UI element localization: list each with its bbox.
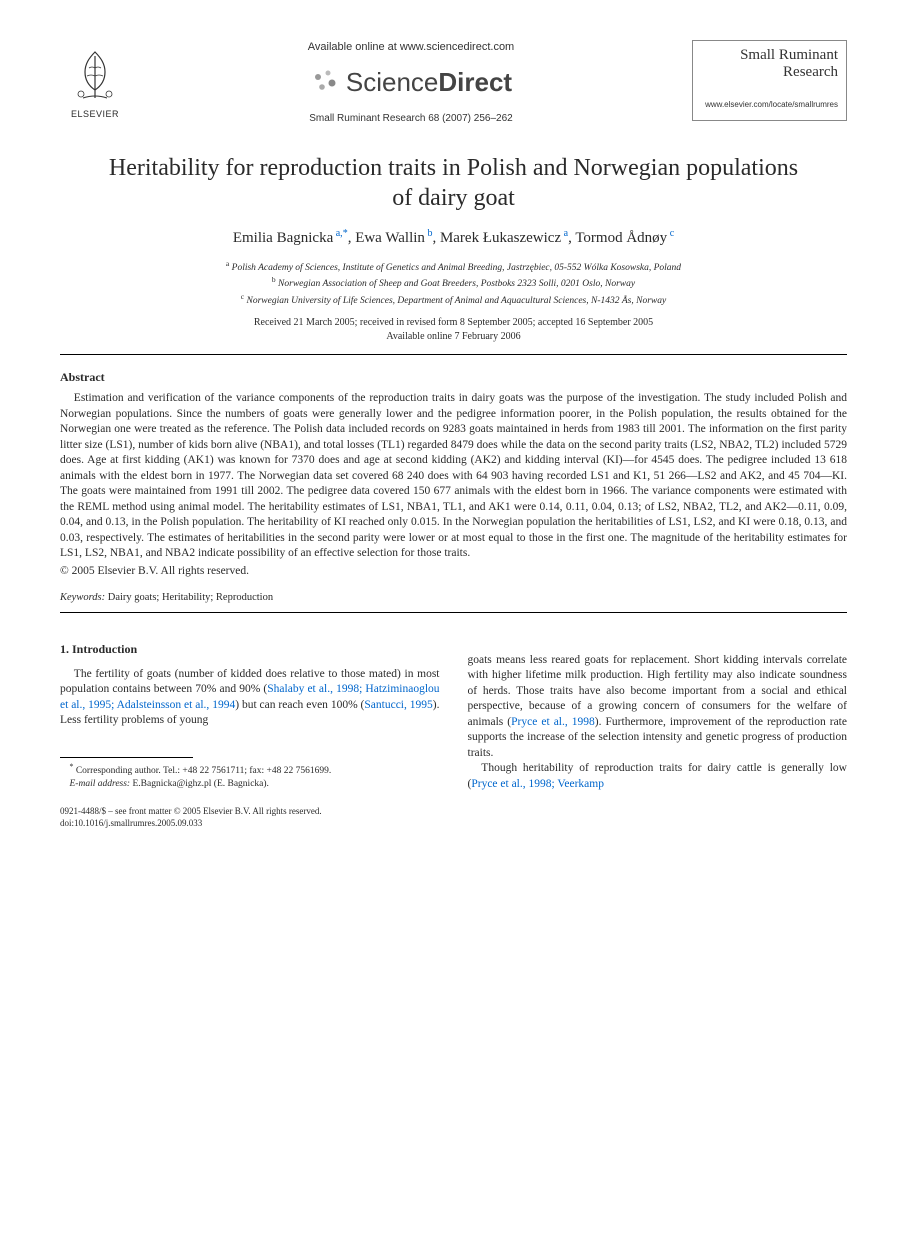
affiliation-b: b Norwegian Association of Sheep and Goa… <box>60 275 847 291</box>
header-center: Available online at www.sciencedirect.co… <box>130 40 692 125</box>
doi-line: doi:10.1016/j.smallrumres.2005.09.033 <box>60 817 440 829</box>
sd-swirl-icon <box>310 67 340 97</box>
author-2: Ewa Wallin b <box>355 230 432 246</box>
abstract-heading: Abstract <box>60 369 847 385</box>
article-dates: Received 21 March 2005; received in revi… <box>60 316 847 344</box>
affiliations: a Polish Academy of Sciences, Institute … <box>60 259 847 308</box>
affiliation-a: a Polish Academy of Sciences, Institute … <box>60 259 847 275</box>
author-1: Emilia Bagnicka a,* <box>233 230 348 246</box>
article-title: Heritability for reproduction traits in … <box>100 153 807 213</box>
sd-logo-text: ScienceDirect <box>346 65 512 100</box>
journal-box: Small Ruminant Research www.elsevier.com… <box>692 40 847 121</box>
email-line: E-mail address: E.Bagnicka@ighz.pl (E. B… <box>60 778 440 791</box>
footnotes: * Corresponding author. Tel.: +48 22 756… <box>60 762 440 791</box>
publisher-logo: ELSEVIER <box>60 40 130 120</box>
intro-para-1-cont: goats means less reared goats for replac… <box>468 653 848 762</box>
left-column: 1. Introduction The fertility of goats (… <box>60 619 440 829</box>
affiliation-c: c Norwegian University of Life Sciences,… <box>60 292 847 308</box>
sciencedirect-logo: ScienceDirect <box>150 65 672 100</box>
journal-url: www.elsevier.com/locate/smallrumres <box>701 100 838 111</box>
ref-link-4[interactable]: Pryce et al., 1998; Veerkamp <box>471 778 604 790</box>
abstract-text: Estimation and verification of the varia… <box>60 391 847 562</box>
keywords-label: Keywords: <box>60 592 105 603</box>
page-header: ELSEVIER Available online at www.science… <box>60 40 847 125</box>
rule-top <box>60 354 847 355</box>
ref-link-3[interactable]: Pryce et al., 1998 <box>511 716 595 728</box>
intro-para-2: Though heritability of reproduction trai… <box>468 761 848 792</box>
issn-doi-block: 0921-4488/$ – see front matter © 2005 El… <box>60 805 440 829</box>
body-columns: 1. Introduction The fertility of goats (… <box>60 619 847 829</box>
issn-line: 0921-4488/$ – see front matter © 2005 El… <box>60 805 440 817</box>
rule-bottom <box>60 612 847 613</box>
right-column: goats means less reared goats for replac… <box>468 619 848 829</box>
journal-name: Small Ruminant Research <box>701 47 838 82</box>
online-date: Available online 7 February 2006 <box>60 330 847 344</box>
received-date: Received 21 March 2005; received in revi… <box>60 316 847 330</box>
elsevier-tree-icon <box>67 46 123 106</box>
footnote-rule <box>60 757 193 758</box>
author-line: Emilia Bagnicka a,*, Ewa Wallin b, Marek… <box>60 227 847 248</box>
author-3: Marek Łukaszewicz a <box>440 230 568 246</box>
corresponding-author: * Corresponding author. Tel.: +48 22 756… <box>60 762 440 778</box>
intro-para-1: The fertility of goats (number of kidded… <box>60 667 440 729</box>
publisher-name: ELSEVIER <box>71 108 119 120</box>
ref-link-2[interactable]: Santucci, 1995 <box>364 699 432 711</box>
keywords-line: Keywords: Dairy goats; Heritability; Rep… <box>60 591 847 605</box>
available-online-text: Available online at www.sciencedirect.co… <box>150 40 672 55</box>
author-4: Tormod Ådnøy c <box>575 230 674 246</box>
citation-line: Small Ruminant Research 68 (2007) 256–26… <box>150 112 672 126</box>
keywords-text: Dairy goats; Heritability; Reproduction <box>105 592 273 603</box>
abstract-copyright: © 2005 Elsevier B.V. All rights reserved… <box>60 564 847 580</box>
section-1-heading: 1. Introduction <box>60 641 440 657</box>
